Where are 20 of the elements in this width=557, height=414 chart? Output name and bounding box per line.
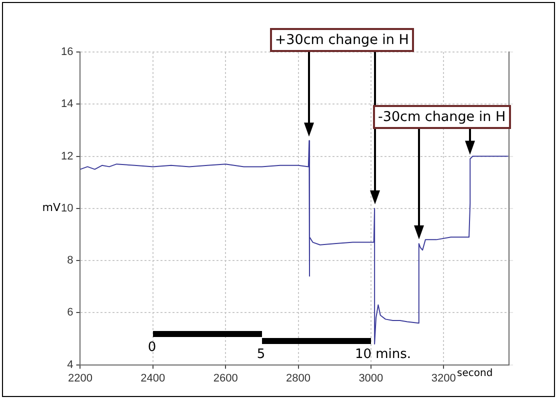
y-tick-label: 10 xyxy=(60,202,74,214)
annotation: 0 xyxy=(148,340,156,355)
annotation: -30cm change in H xyxy=(373,105,511,130)
annotation: 10 mins. xyxy=(354,347,412,362)
y-tick-label: 16 xyxy=(60,46,74,58)
y-tick-label: 4 xyxy=(67,358,74,371)
x-tick-label: 2400 xyxy=(140,372,166,384)
y-tick-label: 12 xyxy=(60,150,74,162)
text: +30cm change in H xyxy=(270,28,414,52)
x-tick-label: 2800 xyxy=(286,372,310,384)
x-tick-label: 3000 xyxy=(358,372,384,384)
x-tick-label: 2600 xyxy=(213,372,238,384)
x-tick-label: 2200 xyxy=(68,372,92,384)
y-axis-title: mV xyxy=(42,201,60,214)
annotation: 5 xyxy=(256,347,266,362)
y-tick-label: 14 xyxy=(60,98,74,110)
x-tick-label: 3200 xyxy=(431,372,456,384)
y-tick-label: 8 xyxy=(67,254,74,267)
x-axis-title: second xyxy=(457,368,493,379)
y-tick-label: 6 xyxy=(67,306,74,319)
